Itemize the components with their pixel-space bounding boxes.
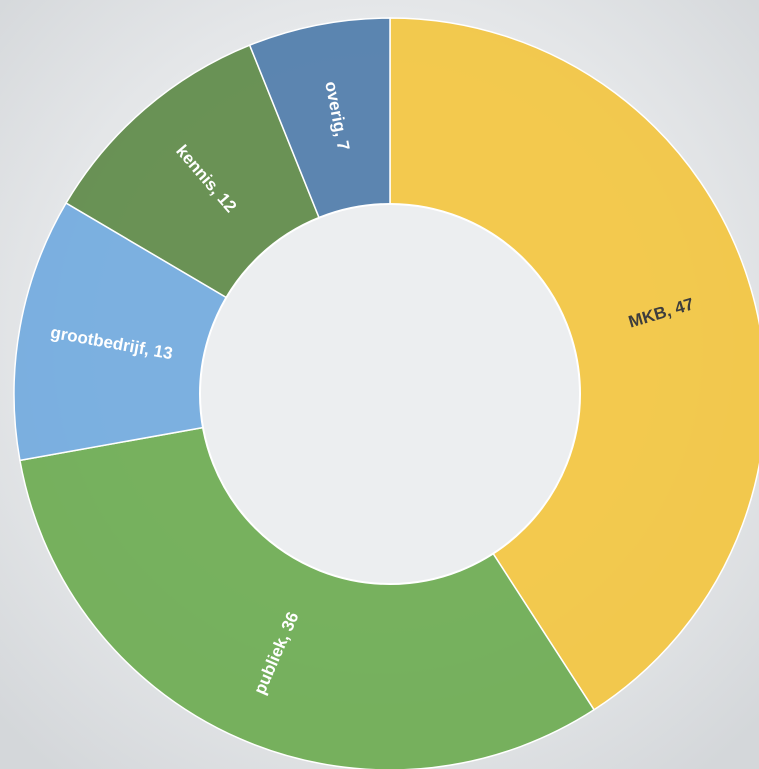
donut-hole bbox=[199, 203, 581, 585]
